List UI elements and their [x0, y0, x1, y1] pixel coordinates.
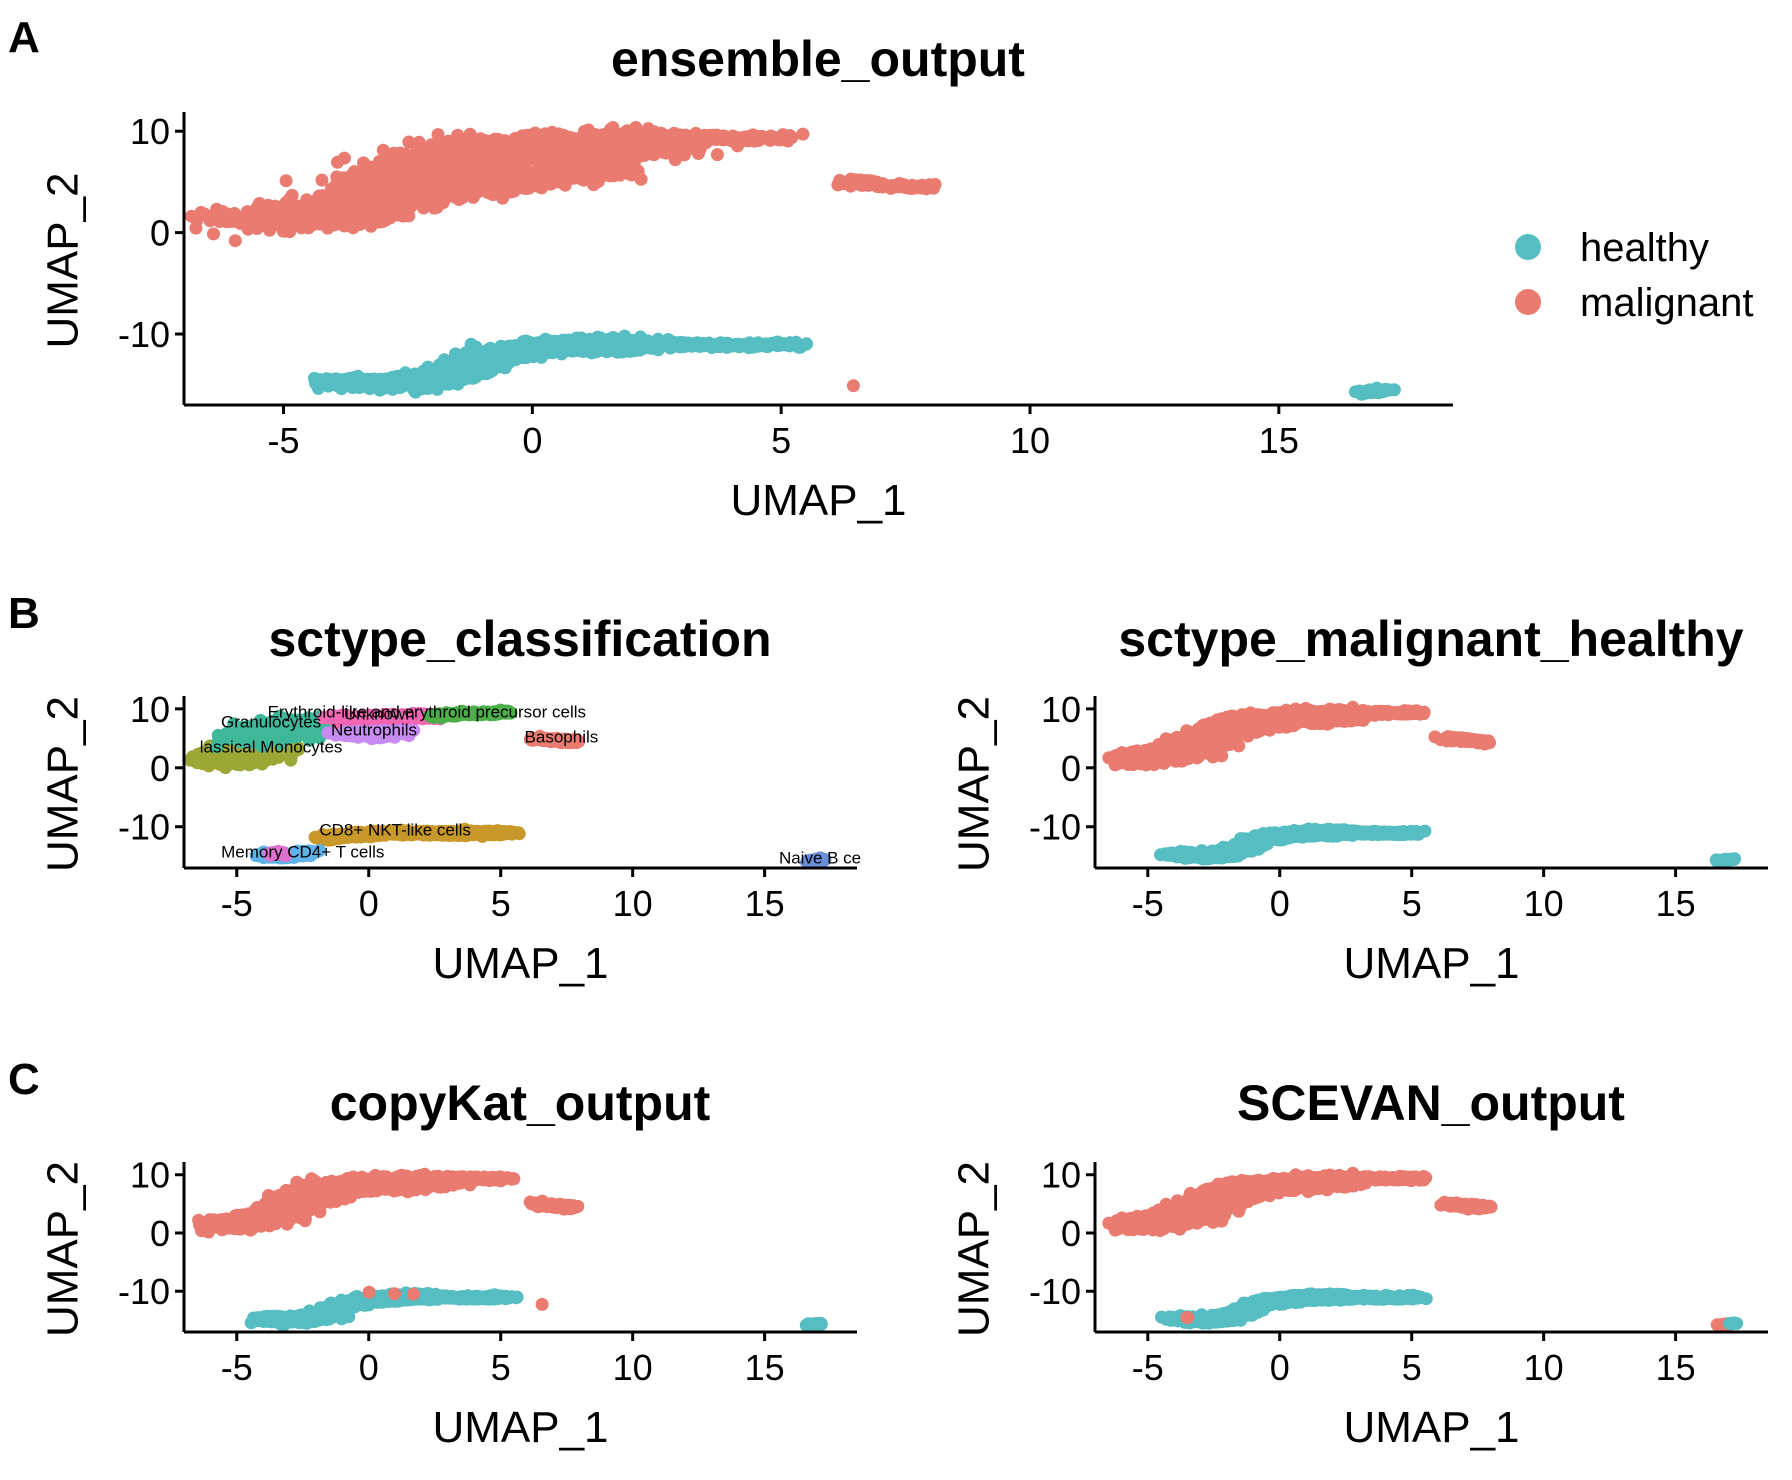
point-malignant — [783, 129, 796, 142]
point-malignant — [572, 165, 585, 178]
point-malignant — [525, 129, 538, 142]
point-malignant — [742, 134, 755, 147]
point-malignant — [241, 205, 254, 218]
point-malignant — [370, 161, 383, 174]
point-malignant — [627, 163, 640, 176]
point-malignant — [457, 157, 470, 170]
point-malignant — [378, 184, 391, 197]
point-malignant — [614, 169, 627, 182]
point-malignant — [417, 180, 430, 193]
point-malignant — [513, 168, 526, 181]
point-malignant — [347, 206, 360, 219]
point-malignant — [475, 156, 488, 169]
point-malignant — [478, 139, 491, 152]
point-malignant — [618, 132, 631, 145]
point-malignant — [588, 166, 601, 179]
point-malignant — [280, 196, 293, 209]
point-malignant — [730, 131, 743, 144]
point-malignant — [365, 220, 378, 233]
point-malignant — [847, 379, 860, 392]
point-malignant — [399, 147, 412, 160]
point-malignant — [349, 168, 362, 181]
panel-letter-c: C — [8, 1055, 40, 1104]
point-malignant — [796, 128, 809, 141]
point-malignant — [640, 131, 653, 144]
point-malignant — [286, 208, 299, 221]
point-malignant — [492, 146, 505, 159]
point-malignant — [711, 148, 724, 161]
point-malignant — [539, 168, 552, 181]
point-malignant — [468, 169, 481, 182]
point-healthy — [308, 372, 321, 385]
point-malignant — [446, 142, 459, 155]
point-malignant — [689, 134, 702, 147]
point-malignant — [845, 178, 858, 191]
panel-letter-a: A — [8, 13, 40, 62]
point-malignant — [486, 181, 499, 194]
point-malignant — [897, 180, 910, 193]
point-malignant — [285, 220, 298, 233]
point-malignant — [410, 143, 423, 156]
point-malignant — [302, 206, 315, 219]
point-malignant — [390, 190, 403, 203]
point-malignant — [426, 152, 439, 165]
point-malignant — [705, 132, 718, 145]
point-malignant — [207, 227, 220, 240]
point-malignant — [325, 211, 338, 224]
point-malignant — [221, 207, 234, 220]
point-malignant — [331, 198, 344, 211]
point-malignant — [331, 156, 344, 169]
point-malignant — [583, 143, 596, 156]
point-malignant — [357, 156, 370, 169]
plot-title-ensemble: ensemble_output — [611, 31, 1025, 87]
point-malignant — [257, 214, 270, 227]
point-malignant — [413, 157, 426, 170]
point-malignant — [461, 184, 474, 197]
point-malignant — [185, 210, 198, 223]
point-malignant — [582, 156, 595, 169]
point-malignant — [656, 132, 669, 145]
point-malignant — [437, 189, 450, 202]
point-malignant — [883, 181, 896, 194]
point-malignant — [541, 131, 554, 144]
point-malignant — [509, 144, 522, 157]
point-malignant — [229, 234, 242, 247]
point-malignant — [204, 214, 217, 227]
point-malignant — [578, 125, 591, 138]
point-malignant — [857, 178, 870, 191]
point-malignant — [269, 200, 282, 213]
point-malignant — [909, 180, 922, 193]
point-malignant — [377, 144, 390, 157]
point-malignant — [553, 167, 566, 180]
point-malignant — [354, 184, 367, 197]
point-malignant — [459, 146, 472, 159]
point-malignant — [330, 178, 343, 191]
point-malignant — [560, 139, 573, 152]
point-malignant — [280, 174, 293, 187]
point-malignant — [923, 178, 936, 191]
panel-letter-b: B — [8, 589, 40, 638]
point-malignant — [673, 133, 686, 146]
point-malignant — [603, 139, 616, 152]
point-malignant — [375, 204, 388, 217]
